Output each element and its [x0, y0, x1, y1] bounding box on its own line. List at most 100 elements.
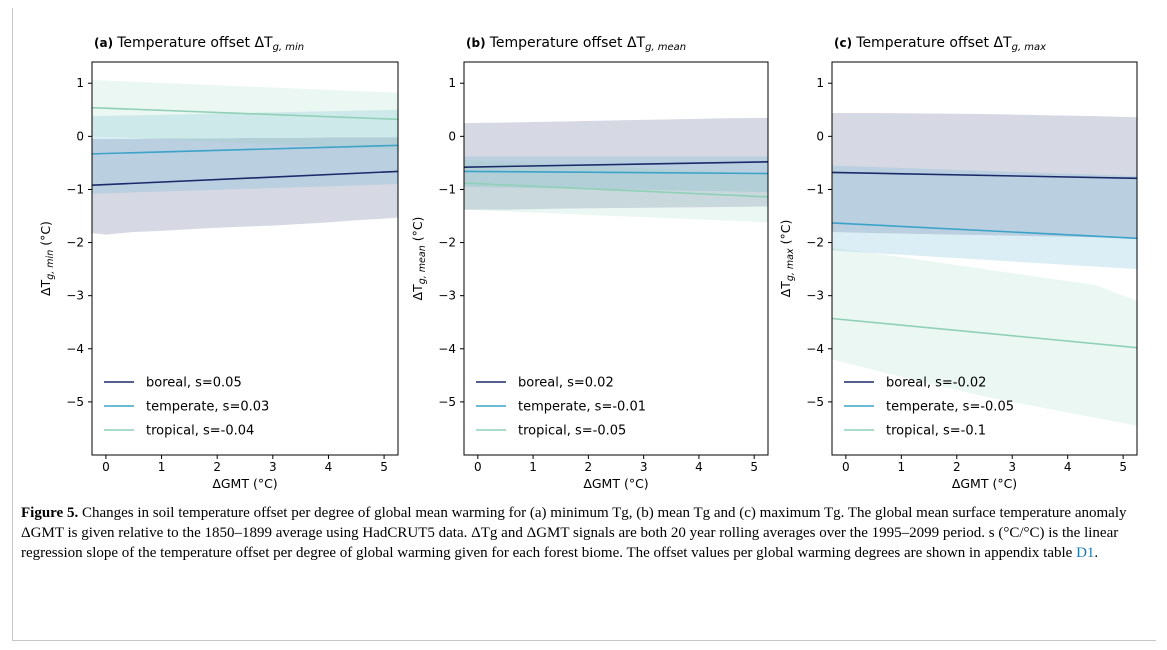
panel-letter: (a) [94, 36, 117, 50]
plot-frame [463, 61, 769, 456]
chart-title: (c) Temperature offset ΔTg, max [834, 35, 1046, 53]
y-tick-label: −1 [806, 182, 824, 196]
x-tick-label: 1 [158, 460, 166, 474]
x-tick-label: 5 [750, 460, 758, 474]
figure-caption: Figure 5. Changes in soil temperature of… [21, 503, 1151, 563]
series-line [91, 170, 399, 187]
uncertainty-band [832, 247, 1137, 426]
y-tick-label: 0 [76, 129, 84, 143]
y-tick-label: −5 [438, 395, 456, 409]
figure-frame [12, 8, 1156, 641]
y-tick-label: −4 [438, 342, 456, 356]
title-subscript: g, min [273, 42, 305, 53]
y-axis-label: ΔTg, mean (°C) [410, 217, 428, 301]
y-tick-label: −3 [438, 289, 456, 303]
ylabel-unit: (°C) [38, 221, 53, 250]
y-tick-label: −1 [438, 182, 456, 196]
ylabel-subscript: g, min [45, 250, 56, 280]
y-tick-label: −3 [806, 289, 824, 303]
y-tick-label: −4 [66, 342, 84, 356]
legend-label: boreal, s=0.05 [146, 376, 242, 391]
series-line [831, 171, 1138, 180]
x-tick-label: 0 [842, 460, 850, 474]
series-line [831, 222, 1138, 240]
series-line [91, 144, 399, 155]
x-tick-label: 5 [1119, 460, 1127, 474]
x-tick-label: 3 [1008, 460, 1016, 474]
y-tick-label: −4 [806, 342, 824, 356]
ylabel-unit: (°C) [778, 220, 793, 249]
x-axis-label: ΔGMT (°C) [952, 476, 1017, 491]
y-tick-label: −5 [66, 395, 84, 409]
plot-frame [91, 61, 399, 456]
y-tick-label: −2 [438, 236, 456, 250]
legend-label: temperate, s=0.03 [146, 400, 269, 415]
y-axis-label: ΔTg, min (°C) [38, 221, 56, 296]
x-tick-label: 4 [325, 460, 333, 474]
y-axis-label: ΔTg, max (°C) [778, 220, 796, 298]
y-tick-label: −2 [806, 236, 824, 250]
chart-title: (a) Temperature offset ΔTg, min [94, 35, 304, 53]
legend-label: temperate, s=-0.05 [886, 400, 1014, 415]
uncertainty-band [92, 137, 398, 235]
panel-letter: (c) [834, 36, 856, 50]
y-tick-label: 1 [76, 76, 84, 90]
legend-label: tropical, s=-0.1 [886, 424, 986, 439]
caption-label: Figure 5. [21, 505, 79, 521]
legend-label: boreal, s=-0.02 [886, 376, 986, 391]
caption-text: Changes in soil temperature offset per d… [21, 505, 1127, 561]
legend-label: tropical, s=-0.05 [518, 424, 626, 439]
caption-table-link[interactable]: D1 [1076, 545, 1095, 561]
caption-end: . [1094, 545, 1099, 561]
ylabel-subscript: g, max [785, 248, 796, 281]
plot-frame [831, 61, 1138, 456]
x-axis-label: ΔGMT (°C) [212, 476, 277, 491]
y-tick-label: 1 [448, 76, 456, 90]
chart-panel-3: 0 1 2 3 4 5 1 0 −1 −2 −3 −4 −5 (c) Temperature offset… [778, 35, 1138, 491]
chart-title: (b) Temperature offset ΔTg, mean [466, 35, 686, 53]
series-line [831, 317, 1138, 349]
legend-label: temperate, s=-0.01 [518, 400, 646, 415]
figure-charts: 0 1 2 3 4 5 1 0 −1 −2 −3 −4 −5 (a) Temperature offset… [38, 35, 1138, 491]
uncertainty-band [464, 160, 768, 223]
ylabel-main: ΔT [38, 279, 53, 296]
x-tick-label: 3 [640, 460, 648, 474]
title-main: Temperature offset ΔT [489, 35, 646, 51]
panel-letter: (b) [466, 36, 490, 50]
x-axis-label: ΔGMT (°C) [583, 476, 648, 491]
series-line [463, 182, 769, 198]
x-tick-label: 3 [269, 460, 277, 474]
x-tick-label: 1 [529, 460, 537, 474]
ylabel-subscript: g, mean [417, 245, 428, 284]
x-tick-label: 1 [897, 460, 905, 474]
title-main: Temperature offset ΔT [116, 35, 273, 51]
chart-panel-1: 0 1 2 3 4 5 1 0 −1 −2 −3 −4 −5 (a) Temperature offset… [38, 35, 399, 491]
y-tick-label: 0 [448, 129, 456, 143]
y-tick-label: −3 [66, 289, 84, 303]
uncertainty-band [92, 109, 398, 194]
title-subscript: g, mean [645, 42, 686, 53]
legend-label: tropical, s=-0.04 [146, 424, 254, 439]
y-tick-label: −5 [806, 395, 824, 409]
legend-label: boreal, s=0.02 [518, 376, 614, 391]
chart-panel-2: 0 1 2 3 4 5 1 0 −1 −2 −3 −4 −5 (b) Temperature offset… [410, 35, 769, 491]
x-tick-label: 4 [1064, 460, 1072, 474]
y-tick-label: 1 [816, 76, 824, 90]
series-line [91, 106, 399, 121]
x-tick-label: 2 [953, 460, 961, 474]
ylabel-unit: (°C) [410, 217, 425, 246]
title-main: Temperature offset ΔT [855, 35, 1012, 51]
x-tick-label: 2 [213, 460, 221, 474]
y-tick-label: −2 [66, 236, 84, 250]
title-subscript: g, max [1012, 42, 1047, 53]
ylabel-main: ΔT [410, 284, 425, 301]
uncertainty-band [832, 165, 1137, 270]
y-tick-label: 0 [816, 129, 824, 143]
x-tick-label: 5 [380, 460, 388, 474]
series-line [463, 170, 769, 175]
x-tick-label: 0 [474, 460, 482, 474]
ylabel-main: ΔT [778, 281, 793, 298]
x-tick-label: 4 [695, 460, 703, 474]
uncertainty-band [92, 80, 398, 150]
x-tick-label: 2 [585, 460, 593, 474]
